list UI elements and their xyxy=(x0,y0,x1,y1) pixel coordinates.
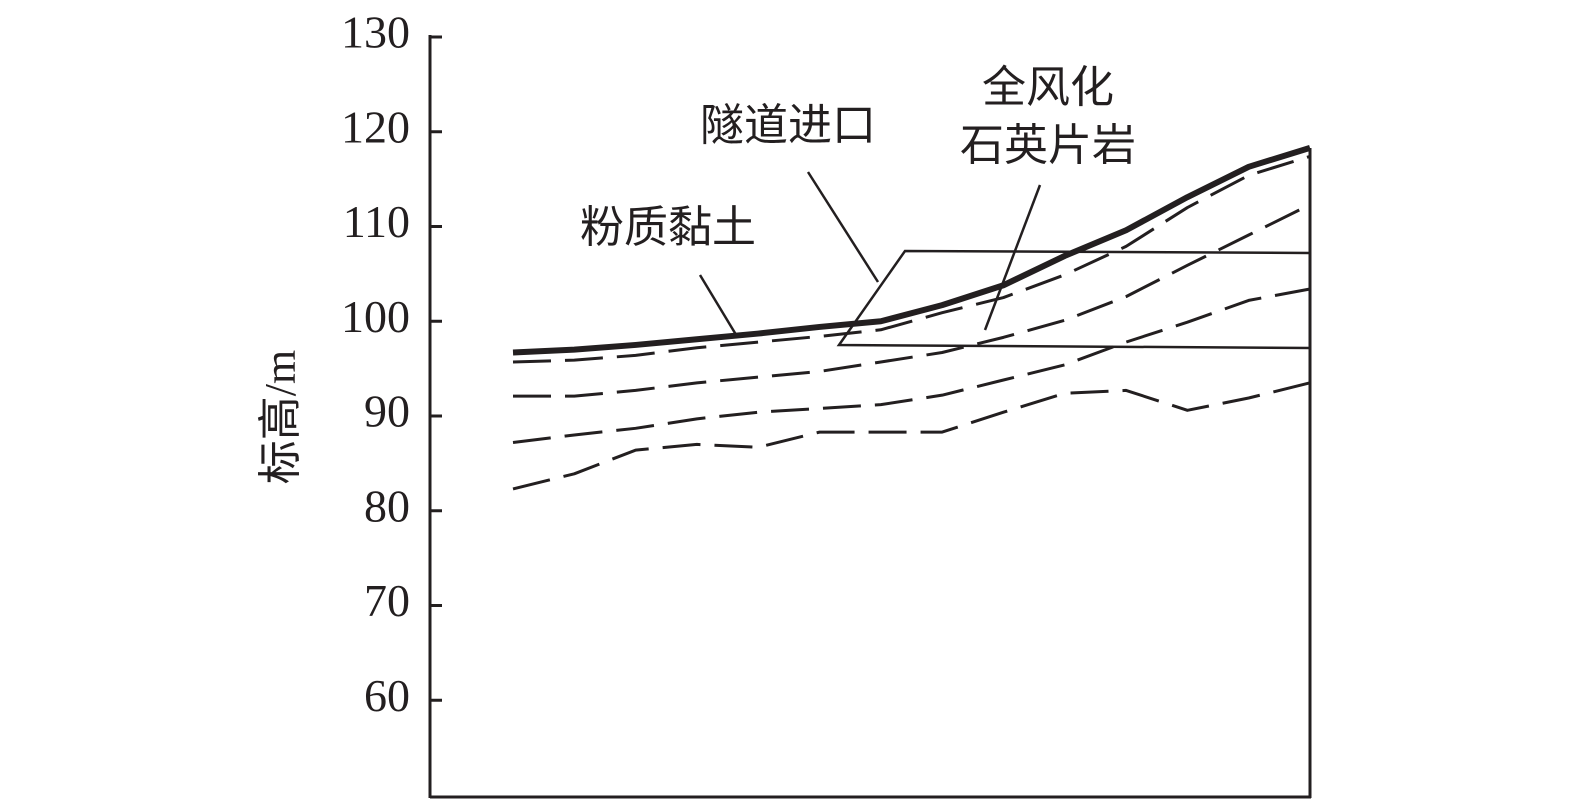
leader xyxy=(806,171,880,283)
leader xyxy=(698,274,740,339)
y-tick-label: 110 xyxy=(343,196,410,247)
leader xyxy=(983,184,1042,331)
y-tick-label: 120 xyxy=(341,101,410,152)
annotation: 隧道进口 xyxy=(700,101,876,150)
annotation: 石英片岩 xyxy=(960,121,1136,170)
y-tick-label: 100 xyxy=(341,291,410,342)
y-tick-label: 90 xyxy=(364,386,410,437)
annotation: 粉质黏土 xyxy=(580,203,756,252)
y-axis-label: 标高/m xyxy=(256,350,305,484)
annotation: 全风化 xyxy=(982,63,1114,112)
y-tick-label: 60 xyxy=(364,670,410,721)
y-tick-label: 130 xyxy=(341,7,410,58)
y-tick-label: 70 xyxy=(364,575,410,626)
line xyxy=(513,203,1311,398)
line xyxy=(512,381,1311,491)
line xyxy=(512,154,1311,364)
line xyxy=(512,287,1311,445)
tunnel xyxy=(836,249,1312,350)
line xyxy=(512,144,1311,356)
y-tick-label: 80 xyxy=(364,480,410,531)
